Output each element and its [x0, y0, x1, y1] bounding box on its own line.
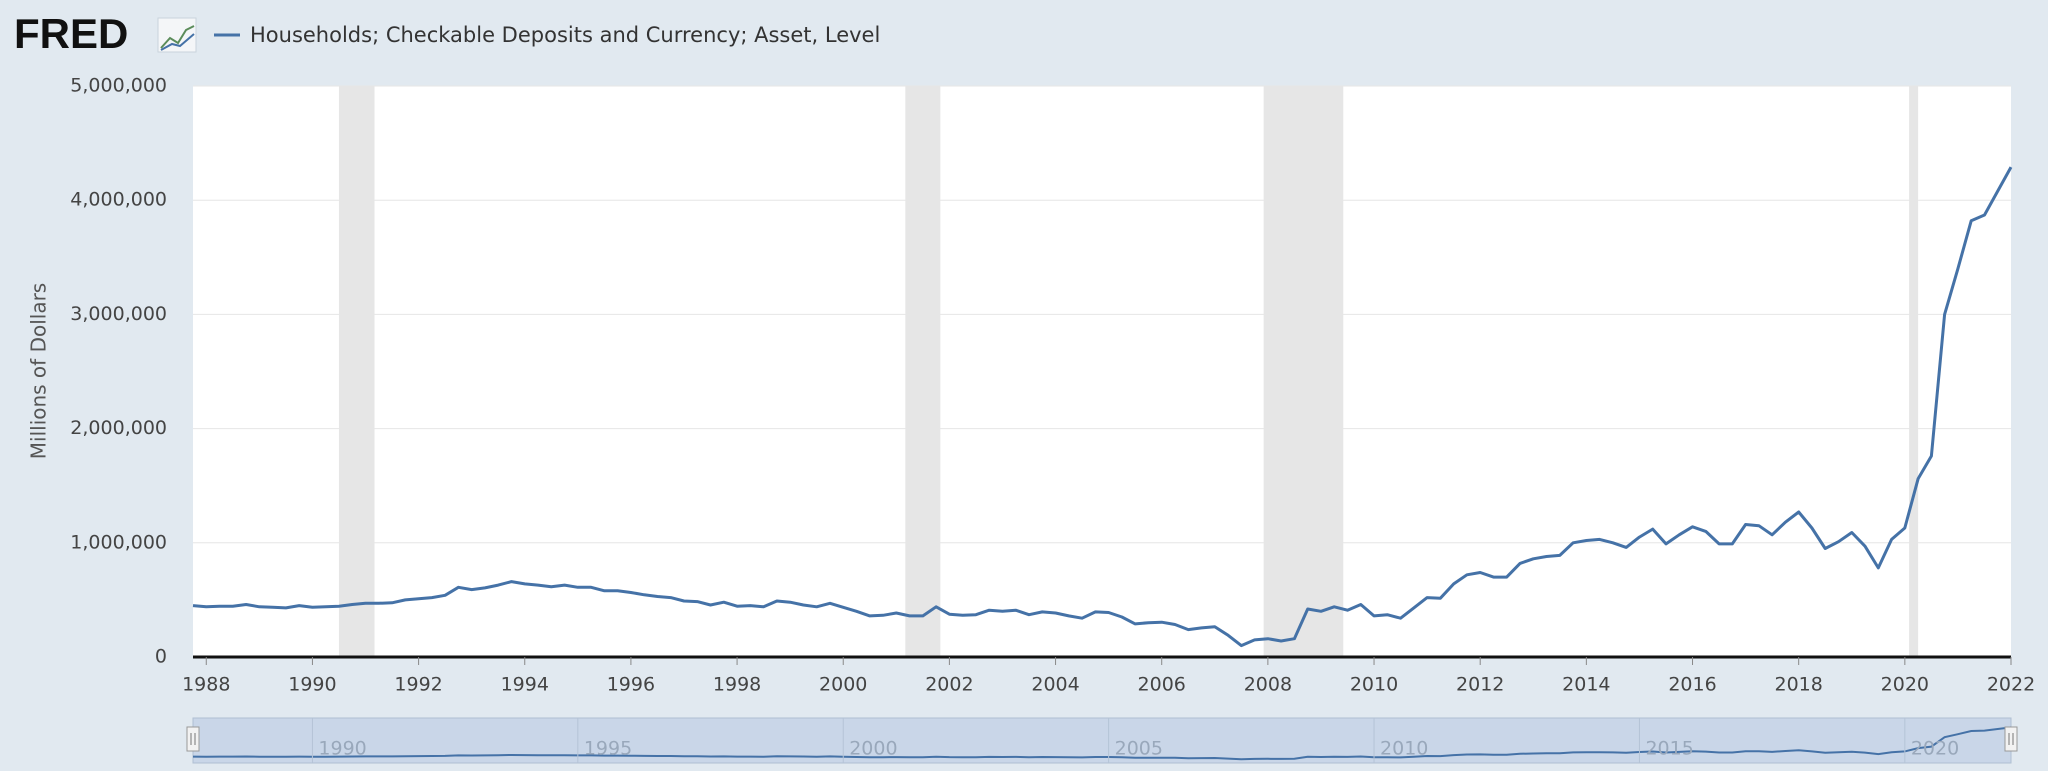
logo-icon-line	[160, 25, 195, 49]
x-tick-label: 2002	[925, 674, 973, 696]
recession-band	[1263, 86, 1344, 657]
navigator-label: 2000	[849, 738, 897, 760]
x-tick-label: 1992	[394, 674, 442, 696]
x-tick-label: 1988	[182, 674, 230, 696]
x-tick-label: 2020	[1881, 674, 1929, 696]
x-tick-label: 1994	[501, 674, 549, 696]
x-tick-label: 2004	[1031, 674, 1079, 696]
series-line	[192, 166, 2013, 648]
navigator-label: 1990	[318, 738, 366, 760]
x-tick-label: 2008	[1244, 674, 1292, 696]
y-tick-label: 5,000,000	[70, 75, 167, 97]
logo-icon-box	[157, 17, 197, 53]
x-tick-label: 1998	[713, 674, 761, 696]
x-tick-label: 2014	[1562, 674, 1610, 696]
x-tick-label: 2000	[819, 674, 867, 696]
recession-band	[1909, 86, 1919, 657]
recession-band	[338, 86, 375, 657]
plot-area	[193, 86, 2011, 657]
logo[interactable]: FRED	[14, 10, 128, 57]
y-tick-label: 0	[155, 646, 167, 668]
x-tick-label: 2016	[1668, 674, 1716, 696]
x-tick-label: 2018	[1774, 674, 1822, 696]
x-tick-label: 2012	[1456, 674, 1504, 696]
navigator-handle[interactable]	[186, 726, 200, 752]
y-tick-label: 1,000,000	[70, 531, 167, 553]
x-tick-label: 1996	[607, 674, 655, 696]
x-tick-label: 2006	[1138, 674, 1186, 696]
logo-icon-line	[160, 33, 195, 51]
y-tick-label: 4,000,000	[70, 189, 167, 211]
navigator-label: 2015	[1645, 738, 1693, 760]
y-axis-label: Millions of Dollars	[27, 283, 51, 459]
legend-label[interactable]: Households; Checkable Deposits and Curre…	[250, 23, 880, 47]
recession-band	[905, 86, 941, 657]
y-tick-label: 2,000,000	[70, 417, 167, 439]
navigator-label: 2010	[1380, 738, 1428, 760]
navigator-label: 2005	[1115, 738, 1163, 760]
navigator-label: 2020	[1911, 738, 1959, 760]
logo-icon	[157, 17, 197, 53]
x-tick-label: 2022	[1987, 674, 2035, 696]
x-tick-label: 1990	[288, 674, 336, 696]
navigator-handle[interactable]	[2004, 726, 2018, 752]
y-tick-label: 3,000,000	[70, 303, 167, 325]
navigator-line	[192, 726, 2012, 761]
x-tick-label: 2010	[1350, 674, 1398, 696]
navigator-label: 1995	[584, 738, 632, 760]
